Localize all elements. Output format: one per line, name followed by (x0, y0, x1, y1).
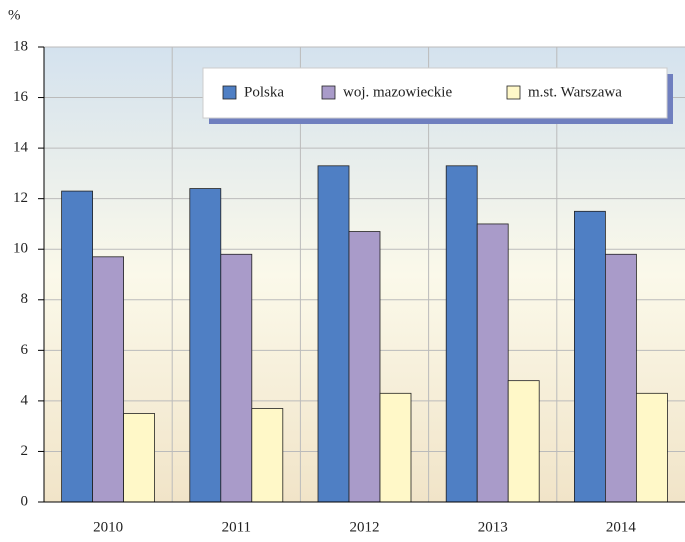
bar (445, 165, 478, 503)
y-axis-label: % (8, 7, 21, 23)
y-tick-label: 10 (13, 241, 28, 257)
bar (61, 190, 93, 503)
y-tick-label: 18 (13, 38, 28, 54)
bar (476, 223, 509, 503)
y-tick-label: 2 (21, 443, 29, 459)
bar (317, 165, 350, 503)
bar (123, 413, 155, 503)
y-tick-label: 14 (13, 140, 29, 156)
legend-label: Polska (244, 84, 284, 100)
legend-label: woj. mazowieckie (343, 84, 452, 100)
x-tick-label: 2014 (606, 519, 637, 535)
bar (348, 231, 381, 503)
legend-swatch (321, 85, 336, 100)
x-tick-label: 2011 (222, 519, 251, 535)
y-tick-label: 6 (21, 342, 29, 358)
bar (636, 392, 668, 503)
y-tick-label: 12 (13, 190, 28, 206)
legend-swatch (222, 85, 237, 100)
bar (507, 380, 540, 503)
legend-label: m.st. Warszawa (528, 84, 622, 100)
bar (251, 408, 284, 503)
x-tick-label: 2012 (350, 519, 380, 535)
legend-swatch (506, 85, 521, 100)
bar (92, 256, 124, 503)
y-tick-label: 16 (13, 89, 29, 105)
x-tick-label: 2013 (478, 519, 508, 535)
legend-box (202, 67, 668, 119)
bar (379, 392, 412, 503)
y-tick-label: 0 (21, 493, 29, 509)
bar (220, 253, 253, 503)
y-tick-label: 4 (21, 392, 29, 408)
bar (189, 188, 222, 503)
bar (605, 253, 637, 503)
y-tick-label: 8 (21, 291, 29, 307)
x-tick-label: 2010 (93, 519, 123, 535)
bar (574, 210, 606, 503)
